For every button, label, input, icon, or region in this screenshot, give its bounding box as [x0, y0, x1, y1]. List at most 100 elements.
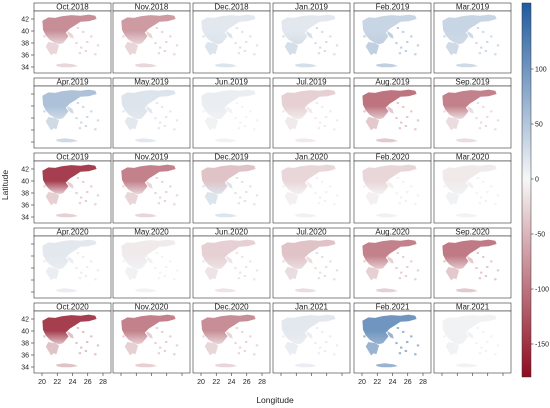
region-island: [317, 202, 321, 205]
region-euboea: [67, 255, 74, 264]
region-island: [157, 52, 161, 55]
region-island: [159, 346, 162, 349]
region-island: [323, 50, 327, 52]
region-crete: [135, 63, 157, 68]
region-island: [80, 196, 83, 199]
region-island: [122, 35, 125, 38]
region-island: [494, 128, 497, 131]
region-island: [416, 44, 420, 47]
region-island: [335, 269, 339, 272]
map-panel: Aug.2019: [353, 78, 432, 149]
region-island: [496, 344, 500, 347]
region-island: [86, 41, 89, 43]
region-euboea: [67, 180, 74, 189]
region-island: [173, 53, 176, 56]
region-peloponnese: [365, 267, 380, 281]
region-crete: [56, 363, 78, 368]
region-island: [414, 353, 417, 356]
region-island: [169, 35, 172, 38]
region-euboea: [226, 330, 233, 339]
region-island: [155, 27, 159, 29]
region-island: [395, 192, 398, 195]
panel-title: Nov.2020: [135, 303, 169, 312]
region-crete: [295, 288, 317, 293]
region-island: [161, 330, 164, 333]
map-panel: Nov.2019: [112, 153, 191, 224]
region-island: [84, 50, 88, 52]
region-mainland: [201, 14, 256, 45]
region-island: [414, 278, 417, 281]
region-island: [163, 275, 167, 277]
region-island: [82, 30, 85, 33]
region-crete: [456, 363, 478, 368]
region-island: [476, 102, 480, 104]
region-island: [78, 52, 82, 55]
region-mainland: [442, 239, 497, 270]
map-panel: Feb.2020: [353, 153, 432, 224]
region-island: [443, 260, 446, 263]
region-crete: [135, 288, 157, 293]
region-island: [494, 353, 497, 356]
region-euboea: [226, 180, 233, 189]
region-island: [253, 203, 256, 206]
region-island: [323, 200, 327, 202]
region-island: [282, 110, 285, 113]
region-island: [90, 35, 93, 38]
region-island: [406, 266, 409, 268]
region-peloponnese: [284, 342, 299, 356]
panel-title: Dec.2019: [214, 153, 249, 162]
panel-title: Jun.2019: [215, 78, 248, 87]
region-peloponnese: [284, 267, 299, 281]
region-island: [235, 252, 239, 254]
map-panel: Nov.2020: [112, 303, 191, 376]
region-island: [496, 269, 500, 272]
region-island: [249, 35, 252, 38]
region-island: [314, 267, 317, 270]
region-island: [480, 46, 483, 49]
region-island: [400, 121, 403, 124]
region-island: [94, 278, 97, 281]
x-tick-label: 26: [84, 379, 92, 386]
region-crete: [135, 213, 157, 218]
region-island: [169, 110, 172, 113]
region-island: [414, 128, 417, 131]
region-island: [335, 344, 339, 347]
region-island: [75, 42, 78, 45]
region-island: [157, 277, 161, 280]
region-island: [282, 335, 285, 338]
map-panel: Mar.2021: [433, 303, 512, 376]
region-island: [410, 260, 413, 263]
region-island: [94, 53, 97, 56]
region-island: [241, 30, 244, 33]
region-euboea: [467, 330, 474, 339]
region-island: [282, 185, 285, 188]
map-panel: Jun.2019: [192, 78, 271, 149]
region-island: [486, 41, 489, 43]
region-euboea: [146, 30, 153, 39]
region-island: [82, 330, 85, 333]
region-crete: [56, 63, 78, 68]
region-island: [90, 260, 93, 263]
region-island: [84, 350, 88, 352]
panel-title: Mar.2021: [456, 303, 490, 312]
region-island: [234, 42, 237, 45]
map-panel: Jul.2020: [272, 228, 351, 299]
y-tick-label: 42: [21, 316, 29, 323]
region-mainland: [281, 89, 336, 120]
region-island: [255, 194, 259, 197]
region-peloponnese: [204, 267, 219, 281]
region-peloponnese: [124, 42, 139, 56]
region-island: [475, 192, 478, 195]
region-island: [82, 105, 85, 108]
region-island: [241, 330, 244, 333]
region-mainland: [362, 14, 417, 45]
region-peloponnese: [204, 42, 219, 56]
x-tick-label: 22: [53, 379, 61, 386]
region-island: [241, 180, 244, 183]
region-island: [243, 125, 247, 127]
region-mainland: [42, 239, 97, 270]
map-panel: Nov.2018: [112, 3, 191, 74]
region-island: [90, 110, 93, 113]
x-tick-label: 24: [69, 379, 77, 386]
region-island: [249, 260, 252, 263]
